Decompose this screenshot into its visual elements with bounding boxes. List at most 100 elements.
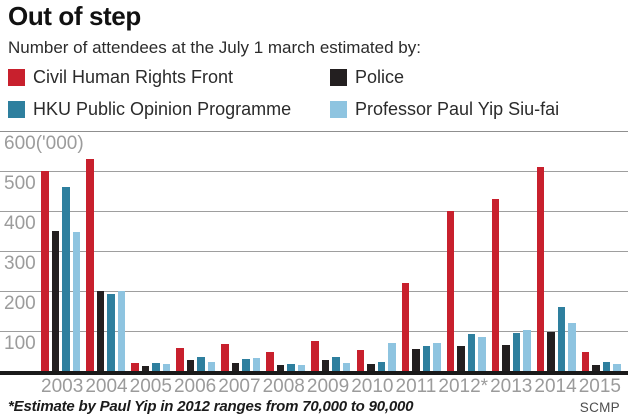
x-tick-label: 2010 bbox=[351, 376, 394, 397]
x-tick-label: 2007 bbox=[218, 376, 261, 397]
legend-swatch-icon bbox=[330, 69, 347, 86]
bar bbox=[377, 362, 386, 371]
gridline bbox=[0, 331, 628, 332]
x-tick-label: 2003 bbox=[41, 376, 84, 397]
bar bbox=[433, 343, 441, 371]
gridline bbox=[0, 251, 628, 252]
bar bbox=[287, 364, 295, 371]
bar bbox=[186, 359, 195, 371]
page-title: Out of step bbox=[8, 1, 141, 31]
bar bbox=[547, 331, 555, 371]
bar-group-2007 bbox=[221, 343, 261, 371]
bar bbox=[266, 352, 274, 371]
bar bbox=[86, 159, 94, 371]
bar bbox=[422, 346, 431, 371]
bar bbox=[131, 362, 139, 371]
bar bbox=[613, 363, 621, 371]
bar bbox=[523, 330, 531, 371]
bar bbox=[176, 347, 184, 371]
bar bbox=[152, 362, 160, 371]
bar bbox=[388, 343, 396, 371]
bar-group-2009 bbox=[311, 340, 351, 371]
y-tick-label: 400 bbox=[4, 213, 36, 234]
bar-group-2013 bbox=[491, 199, 531, 371]
bar bbox=[401, 283, 410, 371]
gridline bbox=[0, 131, 628, 132]
legend-label: Professor Paul Yip Siu-fai bbox=[355, 99, 560, 119]
x-axis-labels: 2003 2004 2005 2006 2007 2008 2009 2010 2011 2012… bbox=[0, 377, 628, 396]
bar bbox=[502, 345, 510, 371]
bar-group-2010 bbox=[356, 343, 396, 371]
bar bbox=[242, 358, 250, 371]
y-tick-label: 500 bbox=[4, 173, 36, 194]
bar-group-2011 bbox=[401, 283, 441, 371]
legend-item: Professor Paul Yip Siu-fai bbox=[330, 99, 624, 120]
bar bbox=[446, 211, 455, 371]
x-tick-label: 2012* bbox=[438, 376, 489, 397]
bar bbox=[491, 199, 500, 371]
bar bbox=[356, 350, 365, 371]
y-tick-label: 300 bbox=[4, 253, 36, 274]
bar-group-2003 bbox=[41, 171, 80, 371]
bar bbox=[141, 366, 150, 371]
bar-group-2004 bbox=[86, 159, 126, 371]
bar bbox=[162, 364, 171, 371]
bar bbox=[51, 231, 59, 371]
bar-group-2006 bbox=[176, 347, 216, 371]
footnote: *Estimate by Paul Yip in 2012 ranges fro… bbox=[8, 398, 414, 415]
plot-area bbox=[0, 131, 628, 371]
x-tick-label: 2005 bbox=[129, 376, 172, 397]
gridline bbox=[0, 211, 628, 212]
bar-group-2008 bbox=[266, 352, 306, 371]
y-tick-label: 100 bbox=[4, 333, 36, 354]
legend-item: Civil Human Rights Front bbox=[8, 67, 330, 88]
bar bbox=[107, 293, 115, 371]
bar bbox=[297, 365, 306, 371]
bar-group-2014 bbox=[536, 167, 576, 371]
bar bbox=[602, 361, 611, 371]
x-tick-label: 2011 bbox=[395, 376, 437, 397]
x-tick-label: 2013 bbox=[490, 376, 533, 397]
bar bbox=[207, 361, 216, 371]
bar bbox=[72, 231, 80, 371]
bar bbox=[581, 351, 590, 371]
legend-label: HKU Public Opinion Programme bbox=[33, 99, 292, 119]
x-tick-label: 2004 bbox=[85, 376, 128, 397]
bar bbox=[557, 307, 566, 371]
legend-item: HKU Public Opinion Programme bbox=[8, 99, 330, 120]
bar-group-2015 bbox=[581, 351, 621, 371]
legend-swatch-icon bbox=[8, 101, 25, 118]
bar bbox=[592, 364, 600, 371]
bar bbox=[321, 360, 330, 371]
bar bbox=[467, 334, 476, 371]
gridline bbox=[0, 171, 628, 172]
header: Out of step Number of attendees at the J… bbox=[8, 1, 620, 58]
bar bbox=[41, 171, 49, 371]
x-tick-label: 2015 bbox=[578, 376, 621, 397]
x-axis-baseline bbox=[0, 371, 628, 375]
y-tick-label: 600('000) bbox=[4, 133, 84, 154]
bar bbox=[197, 356, 205, 371]
legend-label: Police bbox=[355, 67, 405, 87]
legend-swatch-icon bbox=[330, 101, 347, 118]
legend-item: Police bbox=[330, 67, 624, 88]
bar bbox=[367, 363, 375, 371]
bar bbox=[252, 357, 261, 371]
legend-label: Civil Human Rights Front bbox=[33, 67, 234, 87]
bar bbox=[117, 291, 126, 371]
footer: *Estimate by Paul Yip in 2012 ranges fro… bbox=[8, 398, 620, 415]
bar bbox=[221, 343, 229, 371]
chart: 600('000) 500 400 300 200 100 bbox=[0, 131, 628, 375]
bar bbox=[96, 291, 105, 371]
bar bbox=[568, 323, 576, 371]
bar bbox=[478, 336, 486, 371]
page-subtitle: Number of attendees at the July 1 march … bbox=[8, 37, 421, 57]
bar bbox=[276, 365, 285, 371]
bar bbox=[62, 187, 70, 371]
bar bbox=[332, 357, 340, 371]
bar bbox=[342, 363, 351, 371]
x-tick-label: 2014 bbox=[534, 376, 577, 397]
bar bbox=[311, 340, 319, 371]
bar bbox=[536, 167, 545, 371]
